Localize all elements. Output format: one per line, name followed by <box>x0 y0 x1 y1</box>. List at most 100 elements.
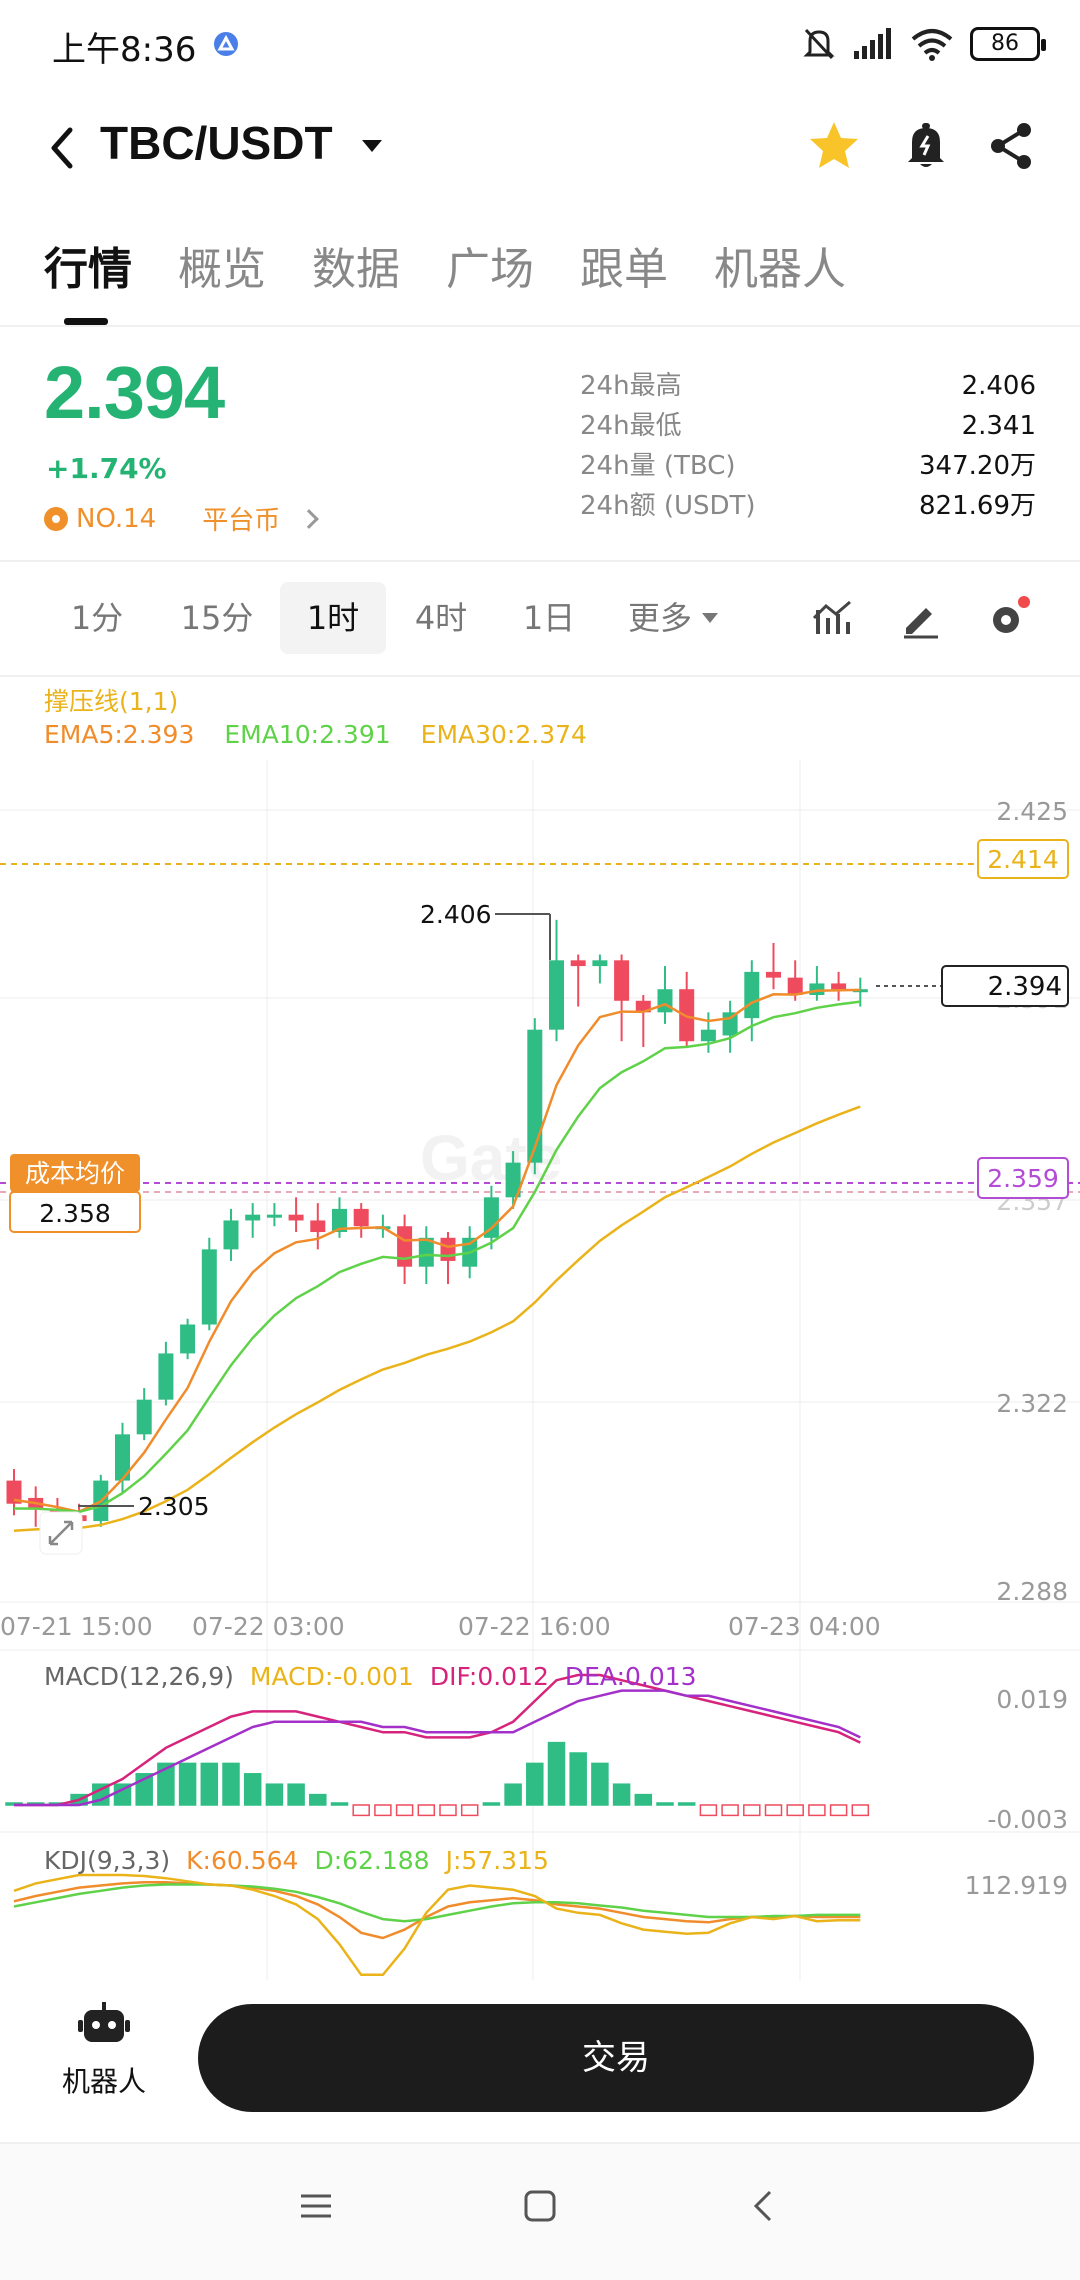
interval-1h[interactable]: 1时 <box>280 582 386 654</box>
macd-bar <box>699 1804 718 1817</box>
cost-average-label: 成本均价 <box>25 1159 125 1188</box>
k-value: K:60.564 <box>186 1846 299 1875</box>
macd-bar <box>178 1762 197 1806</box>
dif-line <box>14 1673 861 1807</box>
macd-bar <box>764 1804 783 1817</box>
macd-bar <box>439 1804 457 1817</box>
candle-body <box>635 1000 651 1013</box>
j-line <box>13 1873 861 1977</box>
ema30-value: EMA30:2.374 <box>420 720 587 749</box>
candle-body <box>505 1162 521 1198</box>
candle-body <box>483 1197 499 1238</box>
rank-label: NO.14 <box>76 503 157 534</box>
nav-back-icon[interactable] <box>746 2188 782 2224</box>
stat-label: 24h最高 <box>580 371 682 401</box>
macd-bar <box>591 1762 609 1806</box>
candle-body <box>657 989 673 1013</box>
j-value: J:57.315 <box>445 1846 549 1875</box>
macd-bar <box>374 1804 392 1817</box>
interval-4h[interactable]: 4时 <box>414 599 468 637</box>
candle-body <box>245 1214 261 1221</box>
support-resistance-label[interactable]: 撑压线(1,1) <box>44 687 179 716</box>
interval-15m[interactable]: 15分 <box>180 599 254 637</box>
macd-bar <box>309 1793 327 1806</box>
interval-1m[interactable]: 1分 <box>70 599 124 637</box>
stat-value: 821.69万 <box>919 491 1036 521</box>
time-label: 07-21 15:00 <box>0 1612 153 1641</box>
caret-down-icon[interactable] <box>360 136 384 156</box>
low-annotation: 2.305 <box>138 1492 210 1521</box>
indicator-icon[interactable] <box>810 596 854 640</box>
macd-bar <box>352 1804 370 1817</box>
divider <box>0 325 1080 327</box>
home-icon[interactable] <box>522 2188 558 2224</box>
macd-legend[interactable]: MACD(12,26,9) MACD:-0.001 DIF:0.012 DEA:… <box>44 1662 697 1691</box>
price-tick: 2.288 <box>996 1577 1068 1606</box>
settings-gear-icon[interactable] <box>986 596 1030 640</box>
macd-bar <box>395 1804 414 1817</box>
macd-bar <box>612 1783 631 1806</box>
macd-bar <box>786 1804 804 1817</box>
ema-line-ema10 <box>13 1000 861 1514</box>
dea-line <box>14 1689 861 1807</box>
robot-icon <box>78 2002 130 2042</box>
ema-line-ema30 <box>13 1105 861 1533</box>
star-icon[interactable] <box>806 118 862 174</box>
pair-title[interactable]: TBC/USDT <box>100 117 333 169</box>
bot-button[interactable]: 机器人 <box>44 2000 164 2120</box>
kdj-legend[interactable]: KDJ(9,3,3) K:60.564 D:62.188 J:57.315 <box>44 1846 549 1875</box>
macd-panel <box>5 1673 870 1817</box>
tab-data[interactable]: 数据 <box>312 244 400 295</box>
ema-legend: EMA5:2.393 EMA10:2.391 EMA30:2.374 <box>44 720 587 749</box>
dea-value: DEA:0.013 <box>564 1662 697 1691</box>
resistance-tag <box>977 839 1069 879</box>
price-alert-bell-icon[interactable] <box>898 118 954 174</box>
price-change: +1.74% <box>46 452 167 485</box>
kdj-panel <box>13 1873 861 1977</box>
last-price-tag-label: 2.394 <box>988 972 1062 1002</box>
rank-row[interactable]: NO.14 平台币 <box>44 500 320 537</box>
stat-value: 347.20万 <box>919 451 1036 481</box>
back-icon[interactable] <box>40 120 84 176</box>
candle-body <box>397 1226 413 1267</box>
macd-bar <box>330 1802 349 1806</box>
expand-icon <box>39 1511 83 1555</box>
interval-1d[interactable]: 1日 <box>522 599 576 637</box>
stat-row: 24h额 (USDT) 821.69万 <box>580 486 1036 526</box>
candle-body <box>614 960 630 1001</box>
interval-bar: 1分 15分 1时 4时 1日 更多 <box>0 582 1080 654</box>
menu-icon[interactable] <box>298 2188 334 2224</box>
tab-square[interactable]: 广场 <box>446 244 534 295</box>
macd-bar <box>569 1752 587 1806</box>
draw-pen-icon[interactable] <box>898 596 942 640</box>
dif-value: DIF:0.012 <box>429 1662 549 1691</box>
tab-market[interactable]: 行情 <box>44 225 132 325</box>
caret-down-icon <box>702 613 719 623</box>
last-price-tag <box>941 965 1069 1007</box>
candle-body <box>115 1434 130 1481</box>
rank-icon <box>44 506 68 531</box>
macd-bar <box>677 1802 696 1806</box>
category-tag[interactable]: 平台币 <box>202 506 281 536</box>
trade-button[interactable]: 交易 <box>198 2004 1034 2112</box>
status-time: 上午8:36 <box>52 30 197 70</box>
macd-bar <box>157 1762 175 1806</box>
candlestick-chart[interactable]: Gate 2.406 2.305 2.425 2.391 2.357 2.322… <box>0 760 1080 1980</box>
stat-label: 24h额 (USDT) <box>580 491 756 521</box>
candles <box>6 919 868 1527</box>
macd-bar <box>200 1762 219 1806</box>
d-value: D:62.188 <box>314 1846 430 1875</box>
tab-copy-trading[interactable]: 跟单 <box>580 244 668 295</box>
candle-body <box>831 983 847 990</box>
macd-bar <box>808 1804 826 1817</box>
candle-body <box>787 977 803 995</box>
interval-more[interactable]: 更多 <box>628 582 738 654</box>
tab-bot[interactable]: 机器人 <box>714 244 846 295</box>
candle-body <box>418 1237 434 1267</box>
share-icon[interactable] <box>984 118 1040 174</box>
stat-value: 2.406 <box>961 371 1036 401</box>
tab-overview[interactable]: 概览 <box>178 244 266 295</box>
macd-value: MACD:-0.001 <box>249 1662 414 1691</box>
macd-bar <box>743 1804 761 1817</box>
app-indicator-icon <box>214 32 238 56</box>
